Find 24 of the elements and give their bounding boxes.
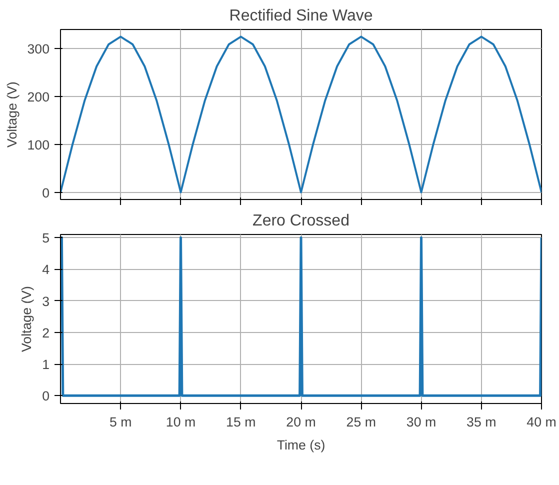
x-tick-label: 15 m [226,414,256,430]
y-tick-label: 200 [27,90,50,105]
x-tick-label: 5 m [110,414,132,430]
y-tick-label: 100 [27,137,50,152]
x-tick-label: 30 m [406,414,436,430]
y-tick-label: 1 [42,357,50,372]
x-tick-label: 40 m [526,414,556,430]
chart-title: Zero Crossed [252,212,350,230]
y-axis-title: Voltage (V) [4,82,20,148]
x-tick-label: 35 m [466,414,496,430]
chart-title: Rectified Sine Wave [229,8,373,24]
y-tick-label: 300 [27,42,50,57]
y-axis-title: Voltage (V) [19,286,34,352]
y-tick-label: 3 [42,294,50,309]
x-tick-label: 25 m [346,414,376,430]
x-tick-label: 20 m [286,414,316,430]
y-tick-label: 2 [42,325,50,340]
y-tick-label: 5 [42,230,50,246]
y-tick-label: 4 [42,262,50,278]
y-tick-label: 0 [42,388,50,404]
x-tick-label: 10 m [166,414,196,430]
y-tick-label: 0 [42,185,50,200]
line-series [60,36,542,194]
x-axis-title: Time (s) [276,438,326,452]
